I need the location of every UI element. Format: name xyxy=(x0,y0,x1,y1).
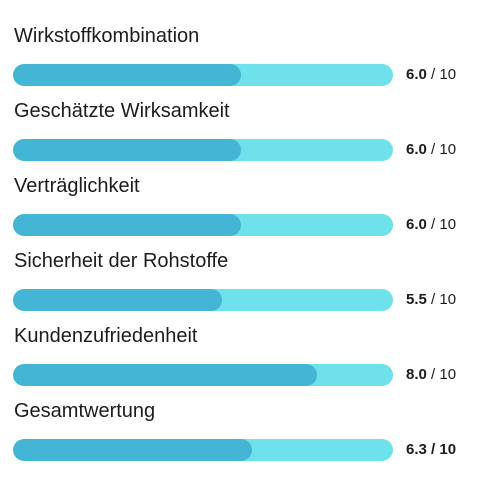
score-value: 6.0 xyxy=(406,216,427,233)
rating-bar-track xyxy=(13,139,393,161)
score-value: 8.0 xyxy=(406,366,427,383)
rating-bar-fill xyxy=(13,64,241,86)
rating-score: 6.0 / 10 xyxy=(406,139,456,161)
rating-row-geschaetzte-wirksamkeit: Geschätzte Wirksamkeit 6.0 / 10 xyxy=(0,75,482,161)
score-max: 10 xyxy=(439,291,457,308)
rating-score: 8.0 / 10 xyxy=(406,364,456,386)
rating-score: 6.0 / 10 xyxy=(406,214,456,236)
rating-row-sicherheit-der-rohstoffe: Sicherheit der Rohstoffe 5.5 / 10 xyxy=(0,225,482,311)
rating-label: Kundenzufriedenheit xyxy=(14,325,198,347)
rating-bar-fill xyxy=(13,214,241,236)
rating-bar-track xyxy=(13,439,393,461)
rating-label: Wirkstoffkombination xyxy=(14,25,200,47)
rating-row-kundenzufriedenheit: Kundenzufriedenheit 8.0 / 10 xyxy=(0,300,482,386)
rating-row-vertraeglichkeit: Verträglichkeit 6.0 / 10 xyxy=(0,150,482,236)
rating-row-wirkstoffkombination: Wirkstoffkombination 6.0 / 10 xyxy=(0,0,482,86)
score-separator: / xyxy=(426,216,440,233)
rating-bar-fill xyxy=(13,439,253,461)
rating-label: Sicherheit der Rohstoffe xyxy=(14,250,229,272)
rating-label: Gesamtwertung xyxy=(14,400,156,422)
rating-row-gesamtwertung: Gesamtwertung 6.3 / 10 xyxy=(0,375,482,461)
score-value: 6.0 xyxy=(406,141,427,158)
rating-score: 6.0 / 10 xyxy=(406,64,456,86)
score-max: 10 xyxy=(439,141,457,158)
score-max: 10 xyxy=(439,66,457,83)
score-value: 6.0 xyxy=(406,66,427,83)
score-separator: / xyxy=(426,291,440,308)
score-separator: / xyxy=(426,141,440,158)
rating-bar-fill xyxy=(13,289,222,311)
score-separator: / xyxy=(426,66,440,83)
rating-label: Geschätzte Wirksamkeit xyxy=(14,100,230,122)
rating-label: Verträglichkeit xyxy=(14,175,140,197)
rating-score: 6.3 / 10 xyxy=(406,439,456,461)
score-value: 5.5 xyxy=(406,291,427,308)
rating-bar-fill xyxy=(13,139,241,161)
rating-bar-track xyxy=(13,289,393,311)
score-max: 10 xyxy=(439,216,457,233)
rating-score: 5.5 / 10 xyxy=(406,289,456,311)
score-value: 6.3 xyxy=(406,441,427,458)
rating-bar-fill xyxy=(13,364,317,386)
score-separator: / xyxy=(426,366,440,383)
rating-bar-track xyxy=(13,364,393,386)
score-max: 10 xyxy=(439,366,457,383)
rating-bar-track xyxy=(13,64,393,86)
rating-bar-track xyxy=(13,214,393,236)
score-max: 10 xyxy=(439,441,457,458)
score-separator: / xyxy=(426,441,440,458)
